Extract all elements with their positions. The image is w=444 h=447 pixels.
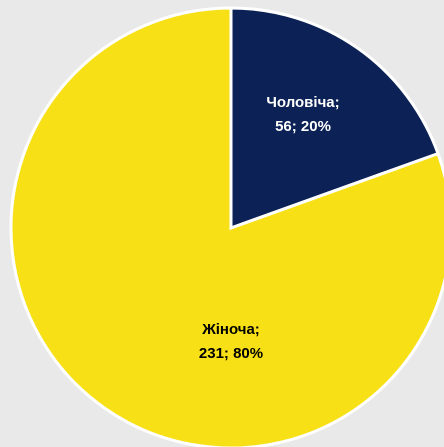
slice-label-value: 231; 80% xyxy=(199,345,263,362)
slice-label-name: Жіноча; xyxy=(201,321,260,338)
slice-label-name: Чоловіча; xyxy=(266,94,339,111)
pie-slice xyxy=(9,6,444,447)
pie-slice xyxy=(229,6,440,231)
slice-label-value: 56; 20% xyxy=(275,118,331,135)
